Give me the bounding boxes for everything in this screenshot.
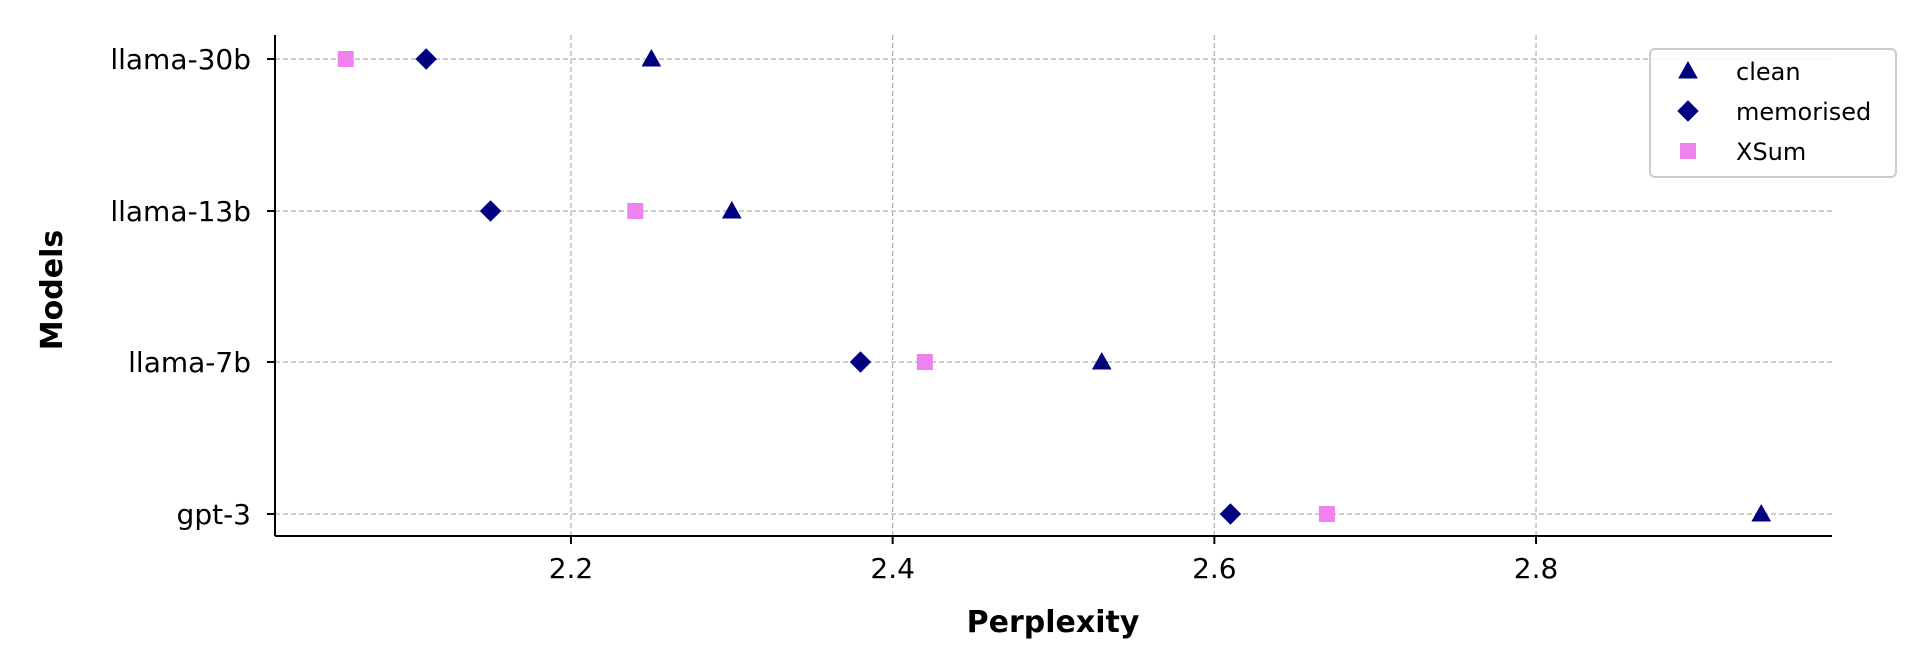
data-point-memorised: [849, 351, 872, 373]
data-point-xsum: [1318, 506, 1335, 522]
legend-label-xsum: XSum: [1736, 138, 1806, 166]
legend-label-memorised: memorised: [1736, 98, 1871, 126]
data-point-memorised: [1219, 503, 1242, 525]
legend-marker-xsum: [1680, 143, 1696, 159]
labels-layer: Perplexity Models: [35, 230, 1140, 640]
legend: clean memorised XSum: [1649, 48, 1897, 178]
y-tick-label: llama-30b: [110, 43, 251, 76]
data-point-xsum: [337, 51, 354, 67]
x-tick-label: 2.2: [549, 552, 594, 585]
x-tick-label: 2.6: [1192, 552, 1237, 585]
legend-label-clean: clean: [1736, 58, 1801, 86]
legend-marker-memorised: [1677, 100, 1699, 122]
axes-layer: 2.2 2.4 2.6 2.8 llama-30b llama-13b llama-7b gp…: [110, 35, 1832, 585]
y-tick-label: gpt-3: [177, 498, 251, 531]
legend-marker-clean: [1678, 60, 1698, 79]
data-point-xsum: [627, 203, 644, 219]
legend-box: [1649, 48, 1897, 178]
y-tick-label: llama-7b: [128, 346, 251, 379]
x-tick-label: 2.8: [1514, 552, 1559, 585]
y-axis-title: Models: [35, 230, 70, 350]
marks-layer: [337, 48, 1772, 525]
y-tick-label: llama-13b: [110, 195, 251, 228]
data-point-clean: [721, 200, 742, 219]
x-axis-title: Perplexity: [967, 605, 1140, 640]
grid-layer: [275, 35, 1832, 536]
data-point-memorised: [479, 200, 502, 222]
data-point-clean: [1091, 351, 1112, 370]
x-tick-label: 2.4: [870, 552, 915, 585]
data-point-xsum: [916, 354, 933, 370]
data-point-clean: [641, 48, 662, 67]
data-point-memorised: [415, 48, 437, 70]
data-point-clean: [1751, 503, 1772, 522]
